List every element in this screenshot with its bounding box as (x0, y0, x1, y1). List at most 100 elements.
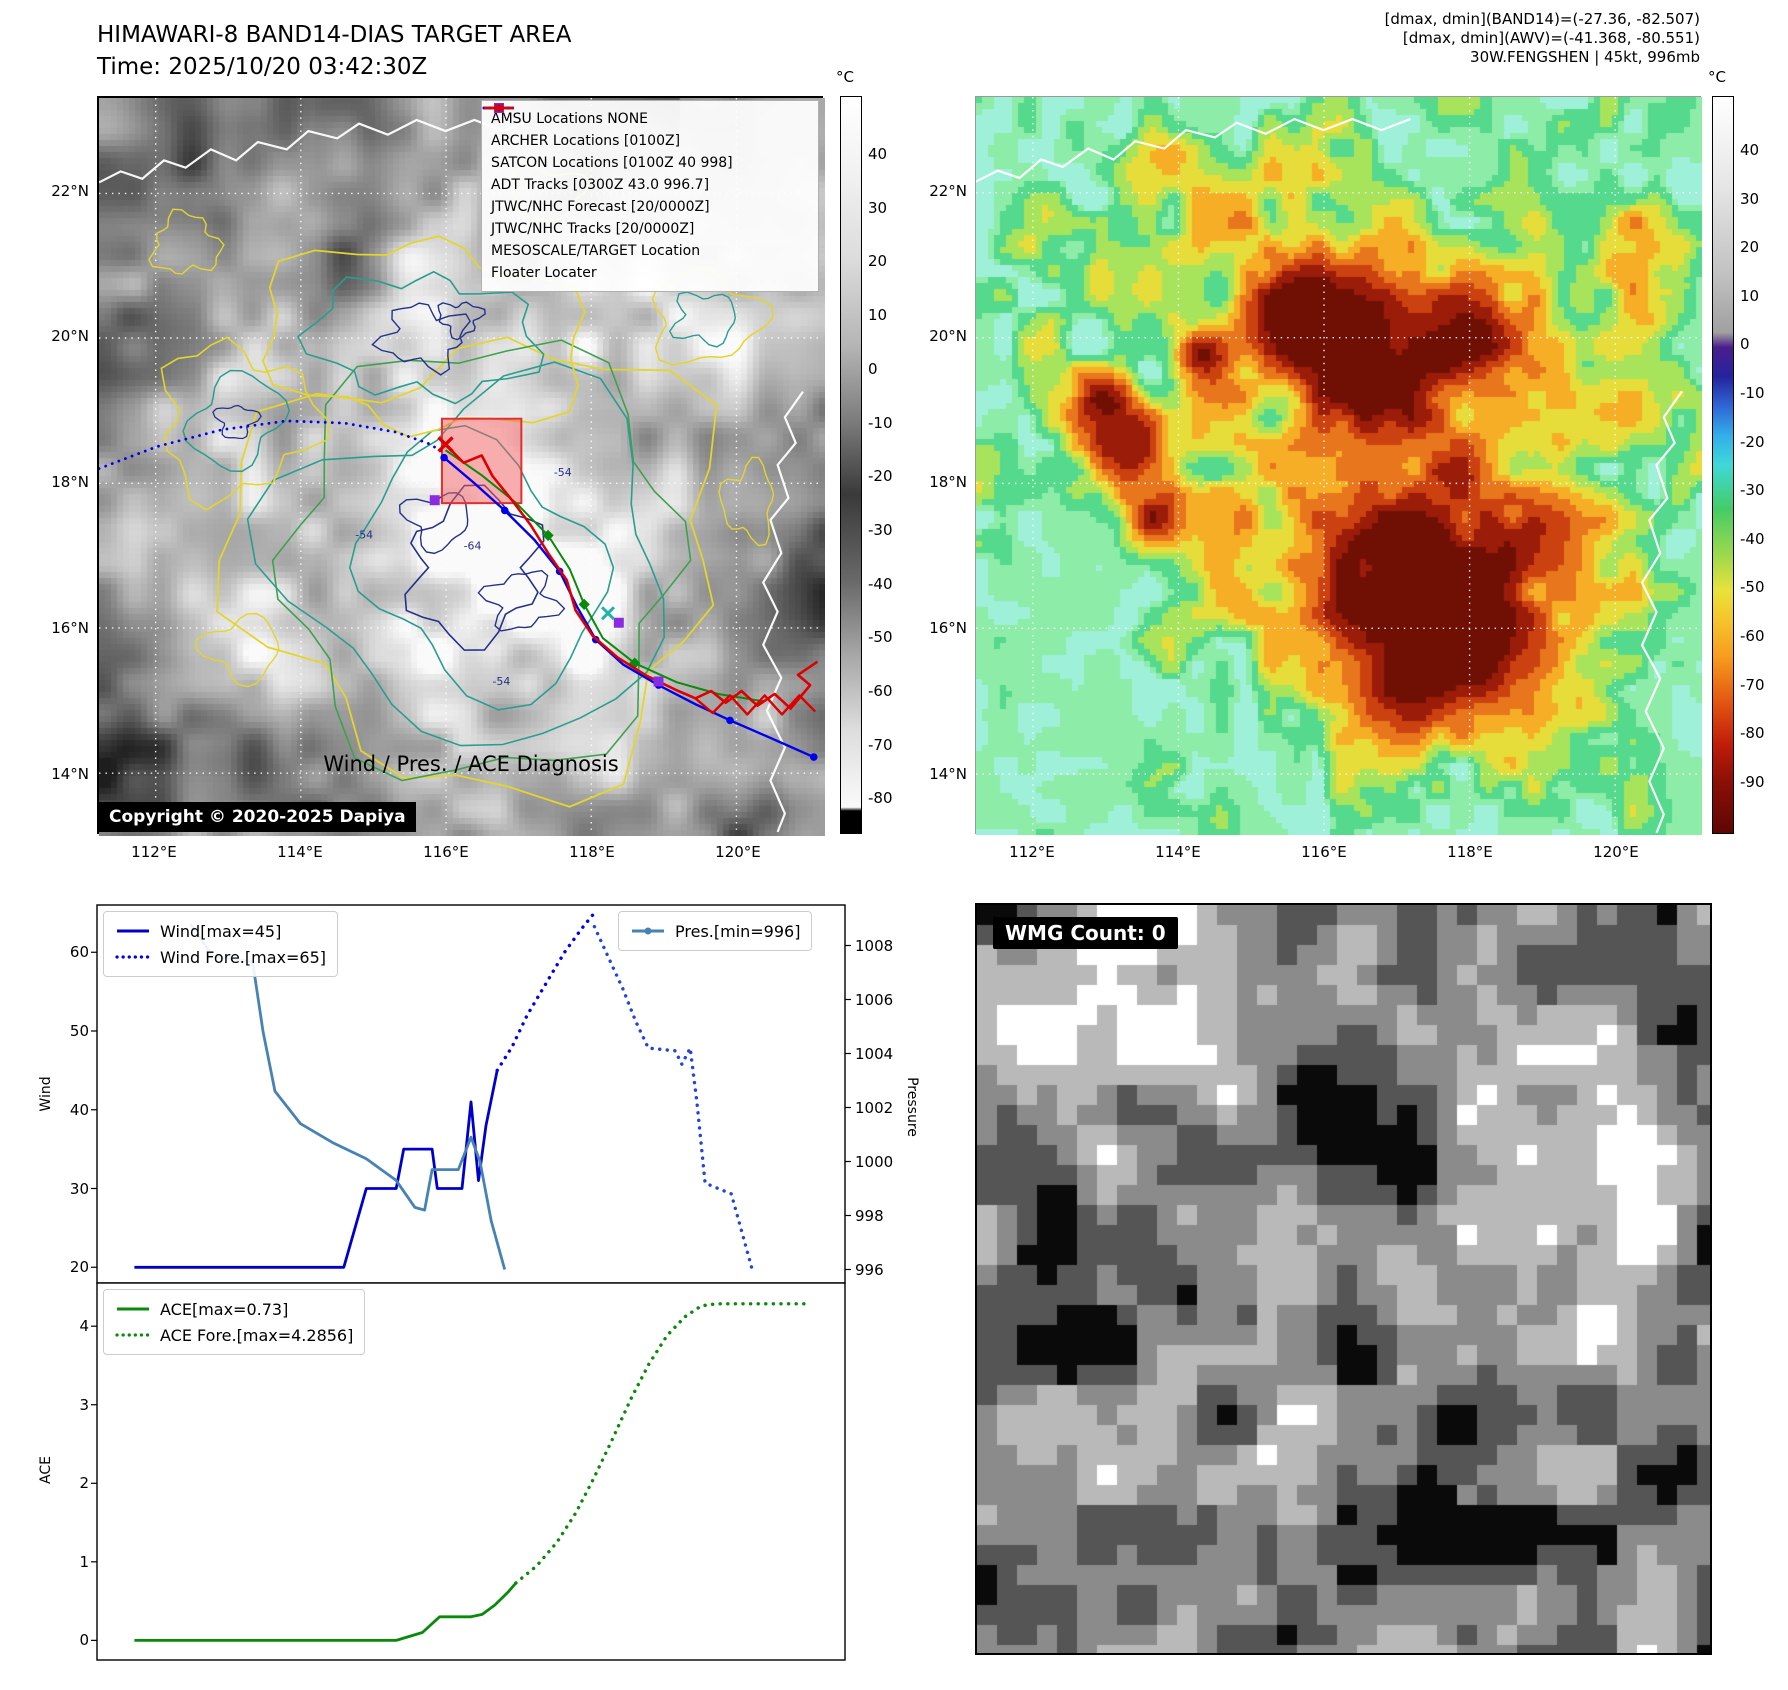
series-pres-forecast-dotted-unlabeled- (592, 924, 754, 1272)
awv-colorbar-tick: -40 (1740, 529, 1765, 548)
band14-lon-label: 114°E (277, 843, 323, 861)
map-legend-item: ARCHER Locations [0100Z] (491, 103, 809, 152)
band14-colorbar-tick: -10 (868, 413, 893, 432)
awv-lon-label: 112°E (1009, 843, 1055, 861)
band14-lat-label: 18°N (51, 473, 89, 492)
contour-value-label: -54 (492, 675, 510, 688)
awv-colorbar-tick: -80 (1740, 724, 1765, 743)
band14-colorbar-tick: 30 (868, 198, 888, 217)
pressure-axis-title: Pressure (904, 1077, 920, 1137)
map-legend-item-label: MESOSCALE/TARGET Location (491, 243, 701, 259)
map-legend-item-label: JTWC/NHC Forecast [20/0000Z] (491, 199, 710, 215)
chart-legend-item: Wind[max=45] (115, 918, 326, 944)
wmg-count-label: WMG Count: 0 (993, 917, 1178, 949)
pressure-tick-label: 1008 (855, 936, 894, 955)
chart-legend-item: Pres.[min=996] (630, 918, 800, 944)
band14-colorbar-tick: 0 (868, 359, 878, 378)
wind-legend: Wind[max=45] Wind Fore.[max=65] (103, 911, 338, 977)
band14-colorbar-tick: -80 (868, 789, 893, 808)
band14-colorbar-tick: -20 (868, 467, 893, 486)
band14-lon-label: 120°E (715, 843, 761, 861)
awv-satellite-image (976, 97, 1702, 835)
wind-tick-label: 30 (69, 1179, 89, 1198)
pressure-tick-label: 1006 (855, 990, 894, 1009)
storm-info-block: [dmax, dmin](BAND14)=(-27.36, -82.507) [… (1385, 10, 1700, 67)
band14-colorbar-tick: -50 (868, 628, 893, 647)
awv-colorbar-tick: -10 (1740, 384, 1765, 402)
wind-tick-label: 60 (69, 943, 89, 962)
band14-colorbar-tick: 20 (868, 252, 888, 271)
contour-value-label: -54 (554, 466, 572, 479)
dotted-line-legend-marker-icon (115, 955, 151, 959)
awv-colorbar-tick: -60 (1740, 627, 1765, 645)
band14-colorbar-tick: 40 (868, 145, 888, 163)
band14-colorbar-unit: °C (836, 68, 854, 86)
awv-colorbar (1712, 96, 1734, 834)
band14-colorbar-tick: -30 (868, 520, 893, 539)
band14-lat-label: 14°N (51, 764, 89, 783)
awv-colorbar-tick: -50 (1740, 578, 1765, 597)
series-pres-min-996- (189, 923, 507, 1270)
band14-lat-label: 20°N (51, 327, 89, 346)
chart-legend-item-label: ACE[max=0.73] (160, 1299, 289, 1319)
map-legend-item: SATCON Locations [0100Z 40 998] (491, 103, 809, 174)
awv-colorbar-tick: -30 (1740, 481, 1765, 500)
wind-tick-label: 20 (69, 1258, 89, 1277)
awv-lon-label: 120°E (1593, 843, 1639, 861)
map-legend-item-label: SATCON Locations [0100Z 40 998] (491, 155, 733, 171)
pressure-tick-label: 1002 (855, 1098, 894, 1117)
chart-legend-item-label: ACE Fore.[max=4.2856] (160, 1325, 354, 1345)
awv-lat-label: 14°N (929, 764, 967, 783)
chart-legend-item: Wind Fore.[max=65] (115, 944, 326, 970)
ace-legend: ACE[max=0.73] ACE Fore.[max=4.2856] (103, 1289, 366, 1355)
map-legend-item-label: Floater Locater (491, 265, 597, 281)
dotted-line-legend-marker-icon (115, 1333, 151, 1337)
map-legend-item-label: ADT Tracks [0300Z 43.0 996.7] (491, 177, 710, 193)
map-legend-item-label: ARCHER Locations [0100Z] (491, 133, 681, 149)
band14-lon-label: 118°E (569, 843, 615, 861)
wmg-image (977, 905, 1710, 1653)
ace-tick-label: 2 (79, 1474, 89, 1493)
solid-line-legend-marker-icon (632, 927, 664, 935)
band14-overlay: -54 -54 -54 -64 (99, 98, 821, 832)
map-legend-item: MESOSCALE/TARGET Location (491, 103, 809, 262)
line-legend-marker-icon (484, 106, 514, 110)
awv-colorbar-tick: 30 (1740, 189, 1760, 208)
awv-lat-label: 20°N (929, 327, 967, 346)
wind-tick-label: 50 (69, 1022, 89, 1040)
timestamp: Time: 2025/10/20 03:42:30Z (97, 54, 428, 80)
awv-colorbar-tick: -20 (1740, 432, 1765, 451)
band14-colorbar-tick: -60 (868, 682, 893, 700)
map-legend-item: ADT Tracks [0300Z 43.0 996.7] (484, 106, 809, 196)
wmg-panel: WMG Count: 0 (975, 903, 1712, 1655)
dmax-dmin-awv: [dmax, dmin](AWV)=(-41.368, -80.551) (1402, 29, 1700, 47)
dmax-dmin-band14: [dmax, dmin](BAND14)=(-27.36, -82.507) (1384, 10, 1700, 28)
band14-colorbar-tick: -70 (868, 735, 893, 754)
awv-colorbar-tick: 40 (1740, 141, 1760, 159)
ace-tick-label: 3 (79, 1395, 89, 1414)
awv-colorbar-tick: 0 (1740, 335, 1750, 354)
series-ace-fore-max-4-2856- (514, 1302, 808, 1585)
awv-lat-label: 22°N (929, 181, 967, 200)
ace-tick-label: 1 (79, 1552, 89, 1571)
series-ace-max-0-73- (134, 1582, 517, 1642)
pressure-tick-label: 1004 (855, 1044, 894, 1063)
band14-colorbar-tick: 10 (868, 306, 888, 325)
series-wind-fore-max-65- (495, 911, 597, 1073)
chart-legend-item-label: Wind Fore.[max=65] (160, 947, 326, 967)
awv-map-panel (975, 96, 1702, 835)
awv-colorbar-tick: 20 (1740, 238, 1760, 257)
map-legend-item: AMSU Locations NONE (491, 103, 809, 130)
band14-lon-label: 116°E (423, 843, 469, 861)
awv-colorbar-tick: -70 (1740, 675, 1765, 694)
awv-lon-label: 116°E (1301, 843, 1347, 861)
chart-legend-item-label: Wind[max=45] (160, 921, 282, 941)
awv-overlay (976, 97, 1700, 833)
solid-line-legend-marker-icon (117, 1307, 149, 1311)
pressure-legend: Pres.[min=996] (618, 911, 813, 951)
map-legend-item: JTWC/NHC Tracks [20/0000Z] (484, 104, 809, 240)
awv-colorbar-tick: -90 (1740, 772, 1765, 791)
pressure-tick-label: 1000 (855, 1152, 894, 1171)
chart-legend-item: ACE Fore.[max=4.2856] (115, 1322, 353, 1348)
